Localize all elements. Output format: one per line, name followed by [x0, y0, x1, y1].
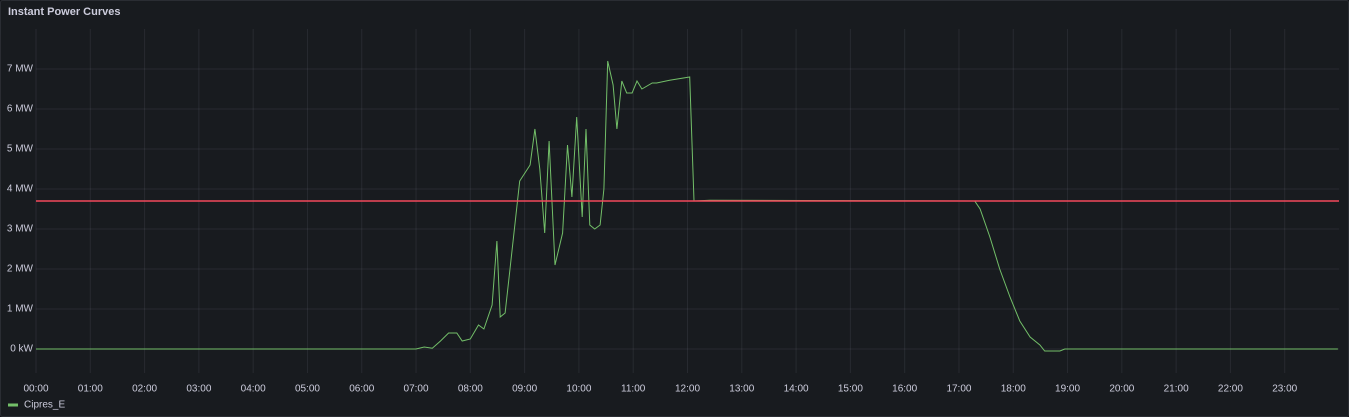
x-tick-label: 01:00	[78, 384, 103, 395]
x-tick-label: 05:00	[295, 384, 320, 395]
x-tick-label: 02:00	[132, 384, 157, 395]
x-tick-label: 14:00	[784, 384, 809, 395]
y-tick-label: 0 kW	[10, 344, 33, 355]
x-tick-label: 13:00	[729, 384, 754, 395]
x-tick-label: 23:00	[1272, 384, 1297, 395]
x-tick-label: 10:00	[566, 384, 591, 395]
y-tick-label: 5 MW	[7, 144, 34, 155]
y-tick-label: 7 MW	[7, 64, 34, 75]
chart-title: Instant Power Curves	[8, 6, 120, 18]
x-tick-label: 09:00	[512, 384, 537, 395]
y-tick-label: 3 MW	[7, 224, 34, 235]
x-tick-label: 15:00	[838, 384, 863, 395]
x-tick-label: 11:00	[621, 384, 646, 395]
x-tick-label: 07:00	[404, 384, 429, 395]
x-tick-label: 17:00	[946, 384, 971, 395]
legend-label: Cipres_E	[24, 400, 65, 411]
legend-swatch	[8, 403, 18, 407]
x-tick-label: 04:00	[241, 384, 266, 395]
x-tick-label: 00:00	[23, 384, 48, 395]
series-line	[36, 60, 1338, 352]
x-tick-label: 22:00	[1218, 384, 1243, 395]
x-tick-label: 12:00	[675, 384, 700, 395]
x-tick-label: 20:00	[1109, 384, 1134, 395]
x-tick-label: 19:00	[1055, 384, 1080, 395]
y-tick-label: 6 MW	[7, 104, 34, 115]
x-tick-label: 03:00	[186, 384, 211, 395]
x-tick-label: 18:00	[1001, 384, 1026, 395]
y-tick-label: 4 MW	[7, 184, 34, 195]
x-tick-label: 06:00	[349, 384, 374, 395]
y-tick-label: 2 MW	[7, 264, 34, 275]
x-tick-label: 08:00	[458, 384, 483, 395]
y-tick-label: 1 MW	[7, 304, 34, 315]
x-tick-label: 21:00	[1164, 384, 1189, 395]
x-tick-label: 16:00	[892, 384, 917, 395]
